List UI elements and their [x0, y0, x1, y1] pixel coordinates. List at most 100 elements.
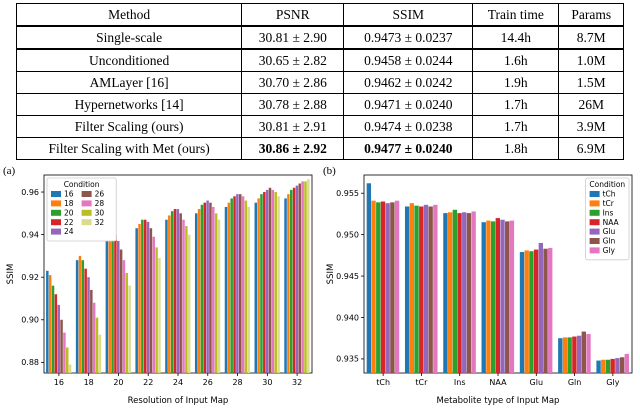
legend-swatch — [589, 209, 600, 216]
bar — [619, 357, 625, 373]
value-cell: 8.7M — [558, 25, 624, 50]
value-cell: 26M — [558, 93, 624, 116]
value-cell: 0.9471 ± 0.0240 — [343, 93, 474, 116]
bar — [51, 285, 55, 373]
bar — [581, 331, 586, 373]
legend-label: tCr — [603, 199, 615, 208]
bar — [263, 192, 266, 373]
bar — [92, 302, 96, 373]
value-cell: 1.9h — [472, 71, 560, 94]
panel-label-a: (a) — [3, 165, 16, 177]
legend-swatch — [81, 219, 92, 226]
value-cell: 1.5M — [558, 71, 624, 94]
bar — [57, 304, 60, 373]
bar — [457, 213, 462, 373]
table-header: Method PSNR SSIM Train time Params — [15, 3, 624, 27]
bar — [576, 335, 582, 373]
value-cell: 0.9477 ± 0.0240 — [343, 137, 474, 160]
legend-swatch — [81, 200, 92, 207]
x-tick-label: 24 — [173, 378, 183, 387]
x-tick-label: Gly — [606, 378, 619, 387]
legend-label: Glu — [603, 227, 616, 236]
y-tick-label: 0.88 — [21, 358, 39, 367]
bar — [419, 206, 424, 373]
bar — [466, 213, 472, 373]
bar — [168, 215, 171, 373]
x-tick-label: 22 — [143, 378, 153, 387]
bar — [287, 194, 290, 373]
bar — [46, 270, 49, 373]
bar — [233, 196, 236, 373]
bar — [572, 336, 577, 373]
value-cell: 1.7h — [472, 115, 560, 138]
bar — [95, 317, 99, 373]
value-cell: 1.8h — [472, 137, 560, 160]
bar — [75, 260, 79, 373]
y-axis-label: SSIM — [326, 264, 336, 285]
bar — [380, 201, 386, 373]
bar — [165, 219, 168, 373]
bar — [586, 334, 591, 373]
bar — [610, 358, 615, 373]
x-tick-label: Gln — [568, 378, 582, 387]
method-cell: Unconditioned — [15, 48, 243, 72]
bar — [268, 187, 272, 373]
paper-figure: Method PSNR SSIM Train time Params Single-sc… — [0, 3, 640, 408]
bar — [481, 222, 486, 373]
legend-swatch — [81, 191, 92, 197]
legend-swatch — [589, 247, 600, 254]
bar — [122, 260, 126, 373]
legend-swatch — [81, 209, 92, 216]
bar — [187, 234, 191, 373]
x-tick-label: tCr — [415, 378, 428, 387]
bar — [601, 359, 606, 373]
bar — [538, 242, 543, 373]
table-row: Filter Scaling (ours) 30.81 ± 2.91 0.9474 … — [15, 115, 624, 138]
bar — [548, 247, 553, 373]
table-row: Single-scale 30.81 ± 2.90 0.9473 ± 0.0237 1… — [15, 25, 624, 50]
value-cell: 0.9462 ± 0.0242 — [343, 71, 474, 94]
bar — [217, 219, 221, 373]
x-tick-label: 16 — [54, 378, 64, 387]
y-tick-label: 0.96 — [21, 188, 39, 197]
bar — [212, 206, 215, 373]
bar — [236, 194, 239, 373]
bar — [238, 194, 242, 373]
value-cell: 1.0M — [558, 48, 624, 72]
bar — [265, 189, 269, 373]
column-header: Params — [558, 3, 624, 27]
y-axis-label: SSIM — [6, 264, 16, 285]
x-tick-label: 20 — [113, 378, 123, 387]
legend-label: Gln — [603, 237, 616, 246]
bar — [524, 250, 529, 373]
bar — [224, 206, 228, 373]
bar — [155, 247, 158, 373]
x-tick-label: 26 — [203, 378, 213, 387]
value-cell: 30.78 ± 2.88 — [241, 93, 345, 116]
x-tick-label: 28 — [232, 378, 242, 387]
bar — [371, 200, 376, 373]
bar — [423, 204, 429, 373]
bar — [260, 194, 263, 373]
bar — [271, 189, 275, 373]
value-cell: 0.9474 ± 0.0238 — [343, 115, 474, 138]
bar — [176, 209, 180, 373]
bar — [209, 202, 212, 373]
bar — [214, 213, 218, 373]
x-tick-label: 32 — [292, 378, 302, 387]
chart-panel-a: (a) 0.88 0.90 0.92 0.94 0.96 16 18 20 22 24 26 28 30… — [0, 164, 320, 408]
bar — [182, 219, 185, 373]
value-cell: 6.9M — [558, 137, 624, 160]
value-cell: 30.86 ± 2.92 — [241, 137, 345, 160]
bar — [284, 198, 287, 373]
bar — [63, 332, 66, 373]
bar — [562, 337, 568, 373]
x-tick-label: NAA — [489, 378, 507, 387]
bar — [138, 223, 141, 373]
method-cell: AMLayer [16] — [15, 71, 243, 94]
legend-swatch — [51, 209, 61, 216]
bar — [54, 294, 58, 373]
legend-label: 20 — [64, 208, 74, 217]
legend-swatch — [589, 191, 600, 197]
bar — [114, 234, 117, 373]
